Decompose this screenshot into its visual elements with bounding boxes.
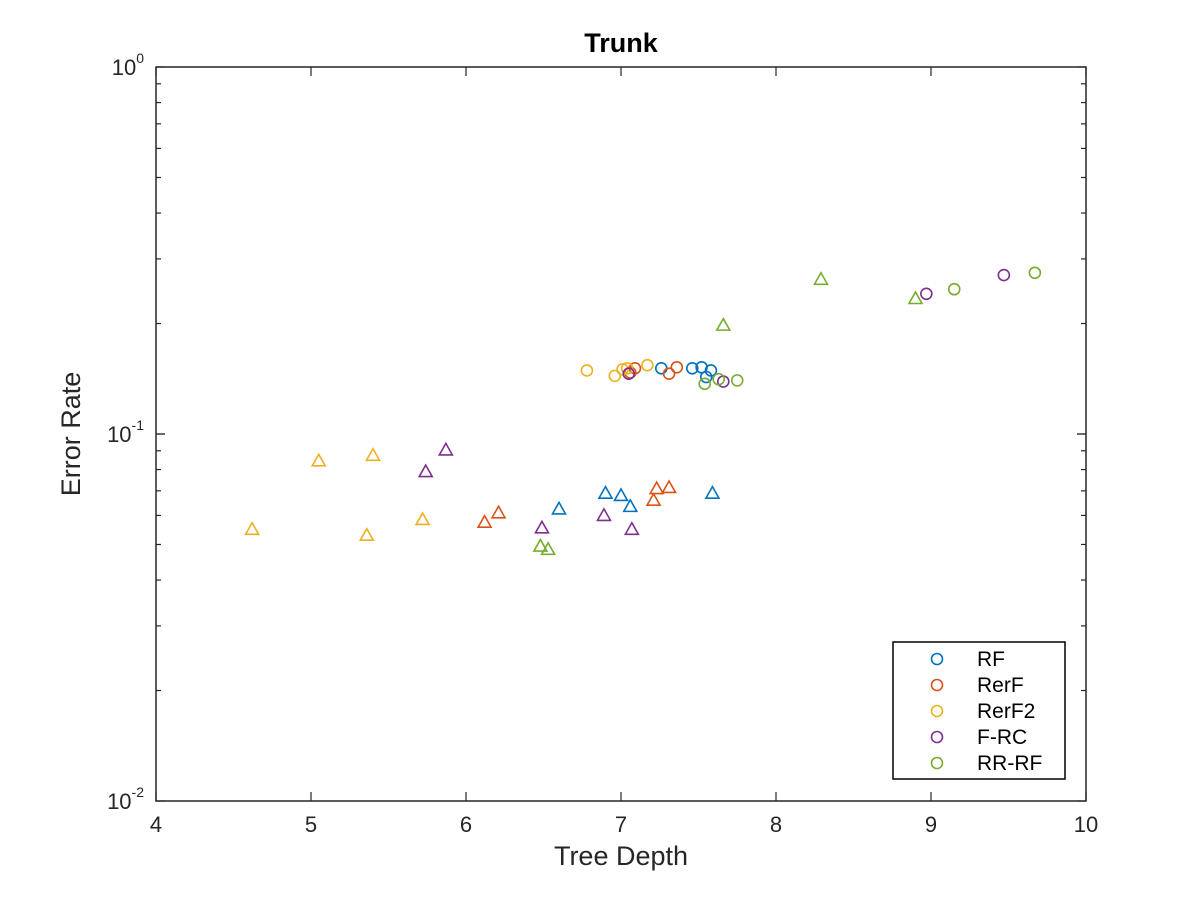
x-tick-labels: 4 5 6 7 8 9 10 bbox=[150, 812, 1098, 837]
legend-item-rerf2: RerF2 bbox=[930, 700, 1035, 723]
legend-label: RF bbox=[977, 648, 1005, 671]
legend-item-rerf: RerF bbox=[930, 674, 1024, 697]
triangle-point bbox=[365, 447, 381, 462]
triangle-point bbox=[623, 521, 640, 536]
y-tick-label: 10-1 bbox=[107, 417, 144, 447]
circle-point bbox=[620, 362, 634, 375]
triangle-point bbox=[490, 504, 507, 519]
series-rf bbox=[551, 360, 721, 515]
y-tick-base: 10 bbox=[112, 55, 136, 80]
circle-point bbox=[698, 377, 712, 391]
triangle-point bbox=[414, 511, 431, 526]
triangle-point bbox=[540, 541, 557, 556]
legend-item-rf: RF bbox=[930, 648, 1005, 671]
circle-point bbox=[608, 369, 622, 383]
legend-marker bbox=[930, 678, 944, 692]
triangle-point bbox=[613, 487, 629, 502]
circle-point bbox=[685, 362, 699, 375]
triangle-point bbox=[597, 485, 614, 499]
x-tick-label: 8 bbox=[770, 812, 782, 837]
series-rr-rf bbox=[532, 266, 1042, 556]
chart-title: Trunk bbox=[584, 28, 658, 58]
y-axis-label: Error Rate bbox=[56, 372, 86, 497]
triangle-point bbox=[622, 498, 639, 513]
y-tick-label: 10-2 bbox=[107, 784, 144, 814]
y-tick-base: 10 bbox=[107, 789, 131, 814]
legend-box bbox=[892, 641, 1066, 780]
circle-point bbox=[699, 370, 713, 384]
triangle-point bbox=[813, 271, 829, 286]
x-tick-label: 4 bbox=[150, 812, 162, 837]
circle-point bbox=[616, 363, 629, 376]
circle-point bbox=[947, 282, 961, 296]
legend-marker bbox=[930, 652, 944, 666]
triangle-point bbox=[661, 479, 677, 494]
triangle-point bbox=[532, 537, 549, 552]
y-tick-label: 100 bbox=[112, 50, 144, 80]
triangle-point bbox=[648, 480, 665, 495]
circle-point bbox=[920, 287, 933, 301]
triangle-point bbox=[244, 521, 260, 536]
legend-marker bbox=[930, 730, 944, 744]
legend-label: F-RC bbox=[977, 726, 1027, 749]
legend-item-f-rc: F-RC bbox=[930, 726, 1027, 749]
circle-point bbox=[670, 360, 684, 374]
triangle-point bbox=[310, 452, 327, 467]
circle-point bbox=[730, 374, 744, 387]
x-tick-label: 9 bbox=[925, 812, 937, 837]
series-rerf2 bbox=[244, 358, 654, 541]
triangle-point bbox=[437, 441, 454, 456]
x-tick-label: 7 bbox=[615, 812, 627, 837]
legend-label: RerF bbox=[977, 674, 1024, 697]
x-tick-label: 10 bbox=[1074, 812, 1098, 837]
triangle-point bbox=[907, 290, 924, 305]
legend-label: RR-RF bbox=[977, 752, 1042, 775]
legend-marker bbox=[930, 756, 944, 770]
x-axis-label: Tree Depth bbox=[554, 841, 688, 871]
triangle-point bbox=[476, 514, 493, 529]
triangle-point bbox=[704, 485, 721, 499]
legend-label: RerF2 bbox=[977, 700, 1035, 723]
triangle-point bbox=[645, 492, 662, 507]
circle-point bbox=[622, 367, 636, 380]
x-tick-label: 5 bbox=[305, 812, 317, 837]
y-tick-exponent: -2 bbox=[132, 784, 145, 800]
legend-item-rr-rf: RR-RF bbox=[930, 752, 1042, 775]
triangle-point bbox=[358, 527, 375, 541]
y-tick-base: 10 bbox=[107, 422, 131, 447]
y-tick-exponent: 0 bbox=[136, 50, 144, 66]
circle-point bbox=[662, 367, 676, 380]
circle-point bbox=[712, 372, 725, 386]
data-markers bbox=[244, 266, 1042, 556]
series-f-rc bbox=[417, 268, 1011, 536]
triangle-point bbox=[534, 519, 550, 534]
legend: RF RerF RerF2 F-RC RR-RF bbox=[892, 641, 1066, 780]
triangle-point bbox=[715, 316, 732, 331]
legend-marker bbox=[930, 704, 944, 718]
triangle-point bbox=[417, 463, 434, 478]
triangle-point bbox=[551, 500, 567, 515]
circle-point bbox=[641, 358, 654, 372]
circle-point bbox=[997, 268, 1011, 282]
y-tick-exponent: -1 bbox=[132, 417, 145, 433]
triangle-point bbox=[596, 507, 612, 522]
circle-point bbox=[1028, 266, 1042, 280]
x-tick-label: 6 bbox=[460, 812, 472, 837]
circle-point bbox=[580, 364, 594, 377]
plot-frame bbox=[155, 66, 1087, 802]
